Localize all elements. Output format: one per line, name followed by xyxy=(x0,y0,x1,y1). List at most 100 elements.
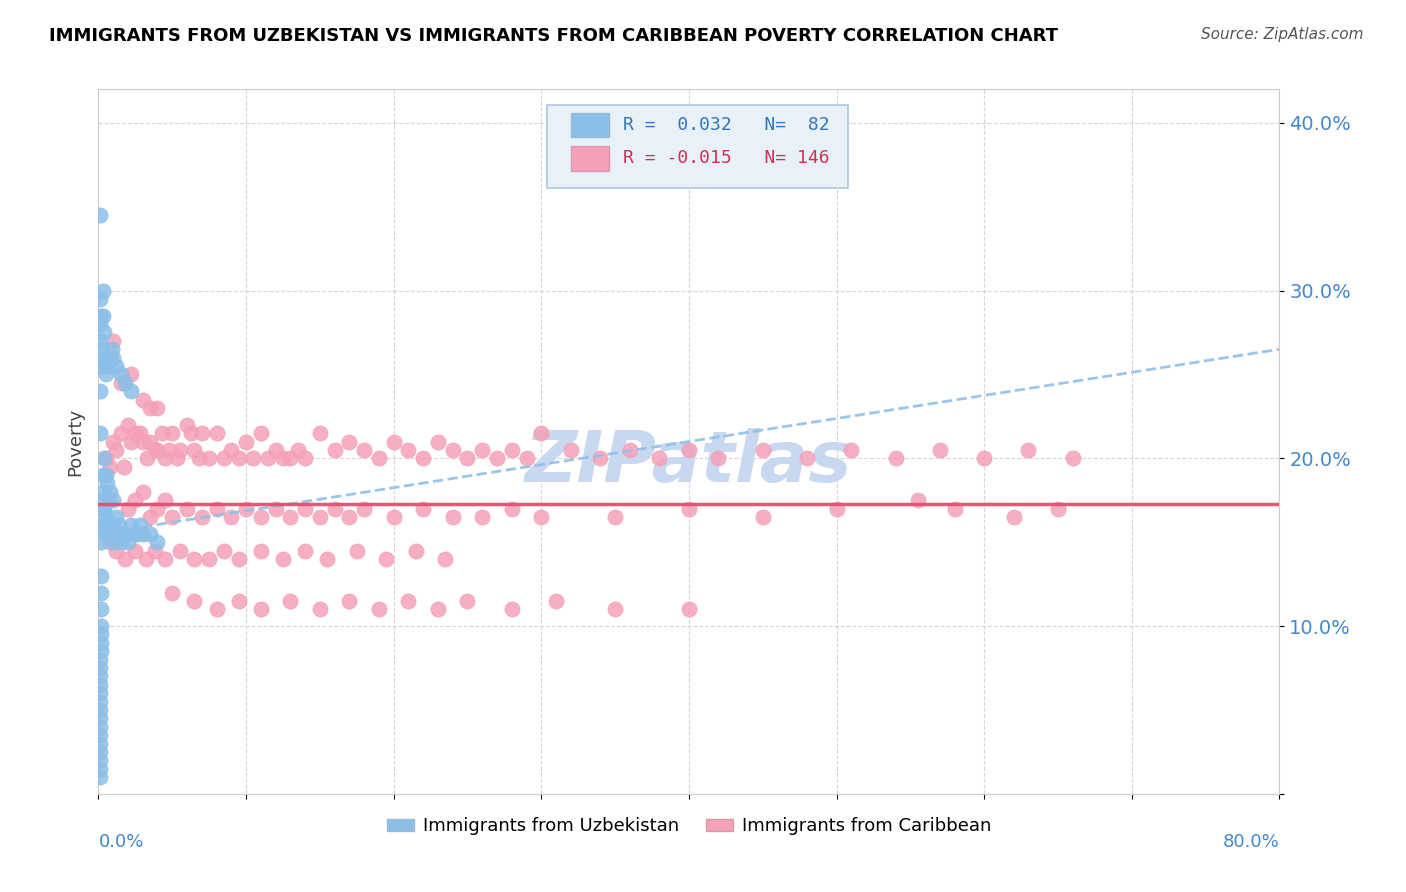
Point xyxy=(89,208,111,222)
Point xyxy=(309,426,332,441)
Point xyxy=(98,535,121,549)
Point xyxy=(250,426,273,441)
Point xyxy=(89,334,111,348)
Point xyxy=(405,543,427,558)
Text: 80.0%: 80.0% xyxy=(1223,832,1279,851)
Point xyxy=(212,543,235,558)
Point xyxy=(825,501,848,516)
Point xyxy=(114,376,136,390)
Point xyxy=(187,451,209,466)
Point xyxy=(108,518,131,533)
Point xyxy=(752,510,775,524)
Point xyxy=(125,526,148,541)
Point xyxy=(89,317,111,331)
Point xyxy=(124,426,146,441)
Point xyxy=(132,484,155,499)
Point xyxy=(191,426,214,441)
Point xyxy=(183,442,205,457)
Point xyxy=(89,653,111,667)
Point xyxy=(1018,442,1040,457)
Point xyxy=(146,501,169,516)
Point xyxy=(117,417,139,432)
Point xyxy=(235,434,257,449)
Point xyxy=(90,627,112,641)
Point xyxy=(929,442,952,457)
Point xyxy=(309,510,332,524)
Point xyxy=(678,602,700,616)
Point xyxy=(501,442,523,457)
Point xyxy=(280,594,302,608)
Point xyxy=(132,526,155,541)
Point xyxy=(139,510,162,524)
Point xyxy=(91,484,114,499)
Point xyxy=(176,501,198,516)
Point xyxy=(375,552,398,566)
Point xyxy=(94,468,117,483)
Point xyxy=(100,343,122,357)
Point xyxy=(191,510,214,524)
Point xyxy=(91,493,114,508)
Point xyxy=(111,526,134,541)
Y-axis label: Poverty: Poverty xyxy=(66,408,84,475)
Point xyxy=(323,442,346,457)
Point xyxy=(228,451,250,466)
Point xyxy=(143,543,166,558)
Point xyxy=(90,644,112,658)
Point xyxy=(235,501,257,516)
Point xyxy=(471,442,494,457)
Point xyxy=(96,518,118,533)
Point xyxy=(91,518,114,533)
Point xyxy=(105,442,128,457)
Text: ZIPatlas: ZIPatlas xyxy=(526,428,852,497)
Point xyxy=(94,526,117,541)
Point xyxy=(228,552,250,566)
Point xyxy=(90,602,112,616)
Point xyxy=(398,442,420,457)
Point xyxy=(605,510,627,524)
Point xyxy=(89,762,111,776)
Point xyxy=(221,510,243,524)
Point xyxy=(90,359,112,373)
Point xyxy=(707,451,730,466)
Point xyxy=(103,535,125,549)
Point xyxy=(648,451,671,466)
Point xyxy=(90,568,112,582)
Point xyxy=(280,510,302,524)
Point xyxy=(89,711,111,725)
Point xyxy=(250,543,273,558)
Point xyxy=(98,459,121,474)
Point xyxy=(183,552,205,566)
Point xyxy=(89,753,111,767)
Point xyxy=(530,426,553,441)
Point xyxy=(501,602,523,616)
Point xyxy=(132,434,155,449)
Point xyxy=(943,501,966,516)
Point xyxy=(294,501,316,516)
Point xyxy=(97,493,120,508)
Point xyxy=(180,426,202,441)
Point xyxy=(212,451,235,466)
Text: Source: ZipAtlas.com: Source: ZipAtlas.com xyxy=(1201,27,1364,42)
Point xyxy=(103,493,125,508)
Point xyxy=(93,518,115,533)
Point xyxy=(228,594,250,608)
Point xyxy=(105,359,128,373)
Point xyxy=(150,426,173,441)
Point xyxy=(98,484,121,499)
Point xyxy=(124,493,146,508)
Point xyxy=(205,426,228,441)
Point xyxy=(153,493,176,508)
Point xyxy=(339,510,361,524)
Legend: Immigrants from Uzbekistan, Immigrants from Caribbean: Immigrants from Uzbekistan, Immigrants f… xyxy=(380,810,998,843)
Point xyxy=(97,526,120,541)
Point xyxy=(242,451,264,466)
Point xyxy=(89,745,111,759)
Point xyxy=(112,459,135,474)
Point xyxy=(264,442,287,457)
Point xyxy=(198,552,221,566)
Point xyxy=(89,737,111,751)
Point xyxy=(1046,501,1070,516)
Point xyxy=(89,720,111,734)
Point xyxy=(153,552,176,566)
Point xyxy=(752,442,775,457)
